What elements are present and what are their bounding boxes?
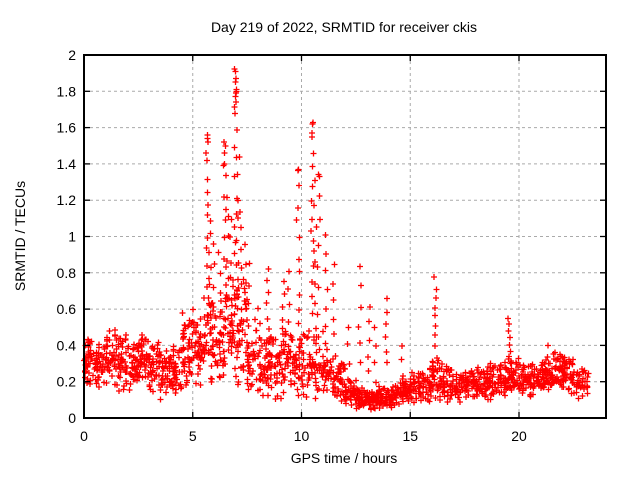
y-tick-label: 0 (68, 410, 76, 426)
y-tick-label: 0.2 (57, 374, 77, 390)
y-tick-label: 0.8 (57, 265, 77, 281)
data-points (81, 66, 592, 413)
y-tick-label: 1.8 (57, 83, 77, 99)
x-tick-label: 0 (80, 428, 88, 444)
y-tick-label: 1.6 (57, 120, 77, 136)
y-tick-label: 1.4 (57, 156, 77, 172)
y-tick-label: 1 (68, 229, 76, 245)
x-tick-labels: 0 5 10 15 20 (80, 428, 527, 444)
chart-title: Day 219 of 2022, SRMTID for receiver cki… (211, 19, 477, 35)
y-tick-labels: 0 0.2 0.4 0.6 0.8 1 1.2 1.4 1.6 1.8 2 (57, 47, 77, 426)
x-tick-label: 20 (511, 428, 527, 444)
x-tick-label: 5 (189, 428, 197, 444)
x-axis-label: GPS time / hours (291, 450, 398, 466)
y-tick-label: 0.4 (57, 337, 77, 353)
y-axis-label: SRMTID / TECUs (12, 181, 28, 291)
y-tick-label: 2 (68, 47, 76, 63)
scatter-series-srmtid (81, 66, 592, 413)
y-tick-label: 0.6 (57, 301, 77, 317)
x-tick-label: 10 (294, 428, 310, 444)
axis-ticks (83, 54, 606, 419)
x-tick-label: 15 (402, 428, 418, 444)
y-tick-label: 1.2 (57, 192, 77, 208)
